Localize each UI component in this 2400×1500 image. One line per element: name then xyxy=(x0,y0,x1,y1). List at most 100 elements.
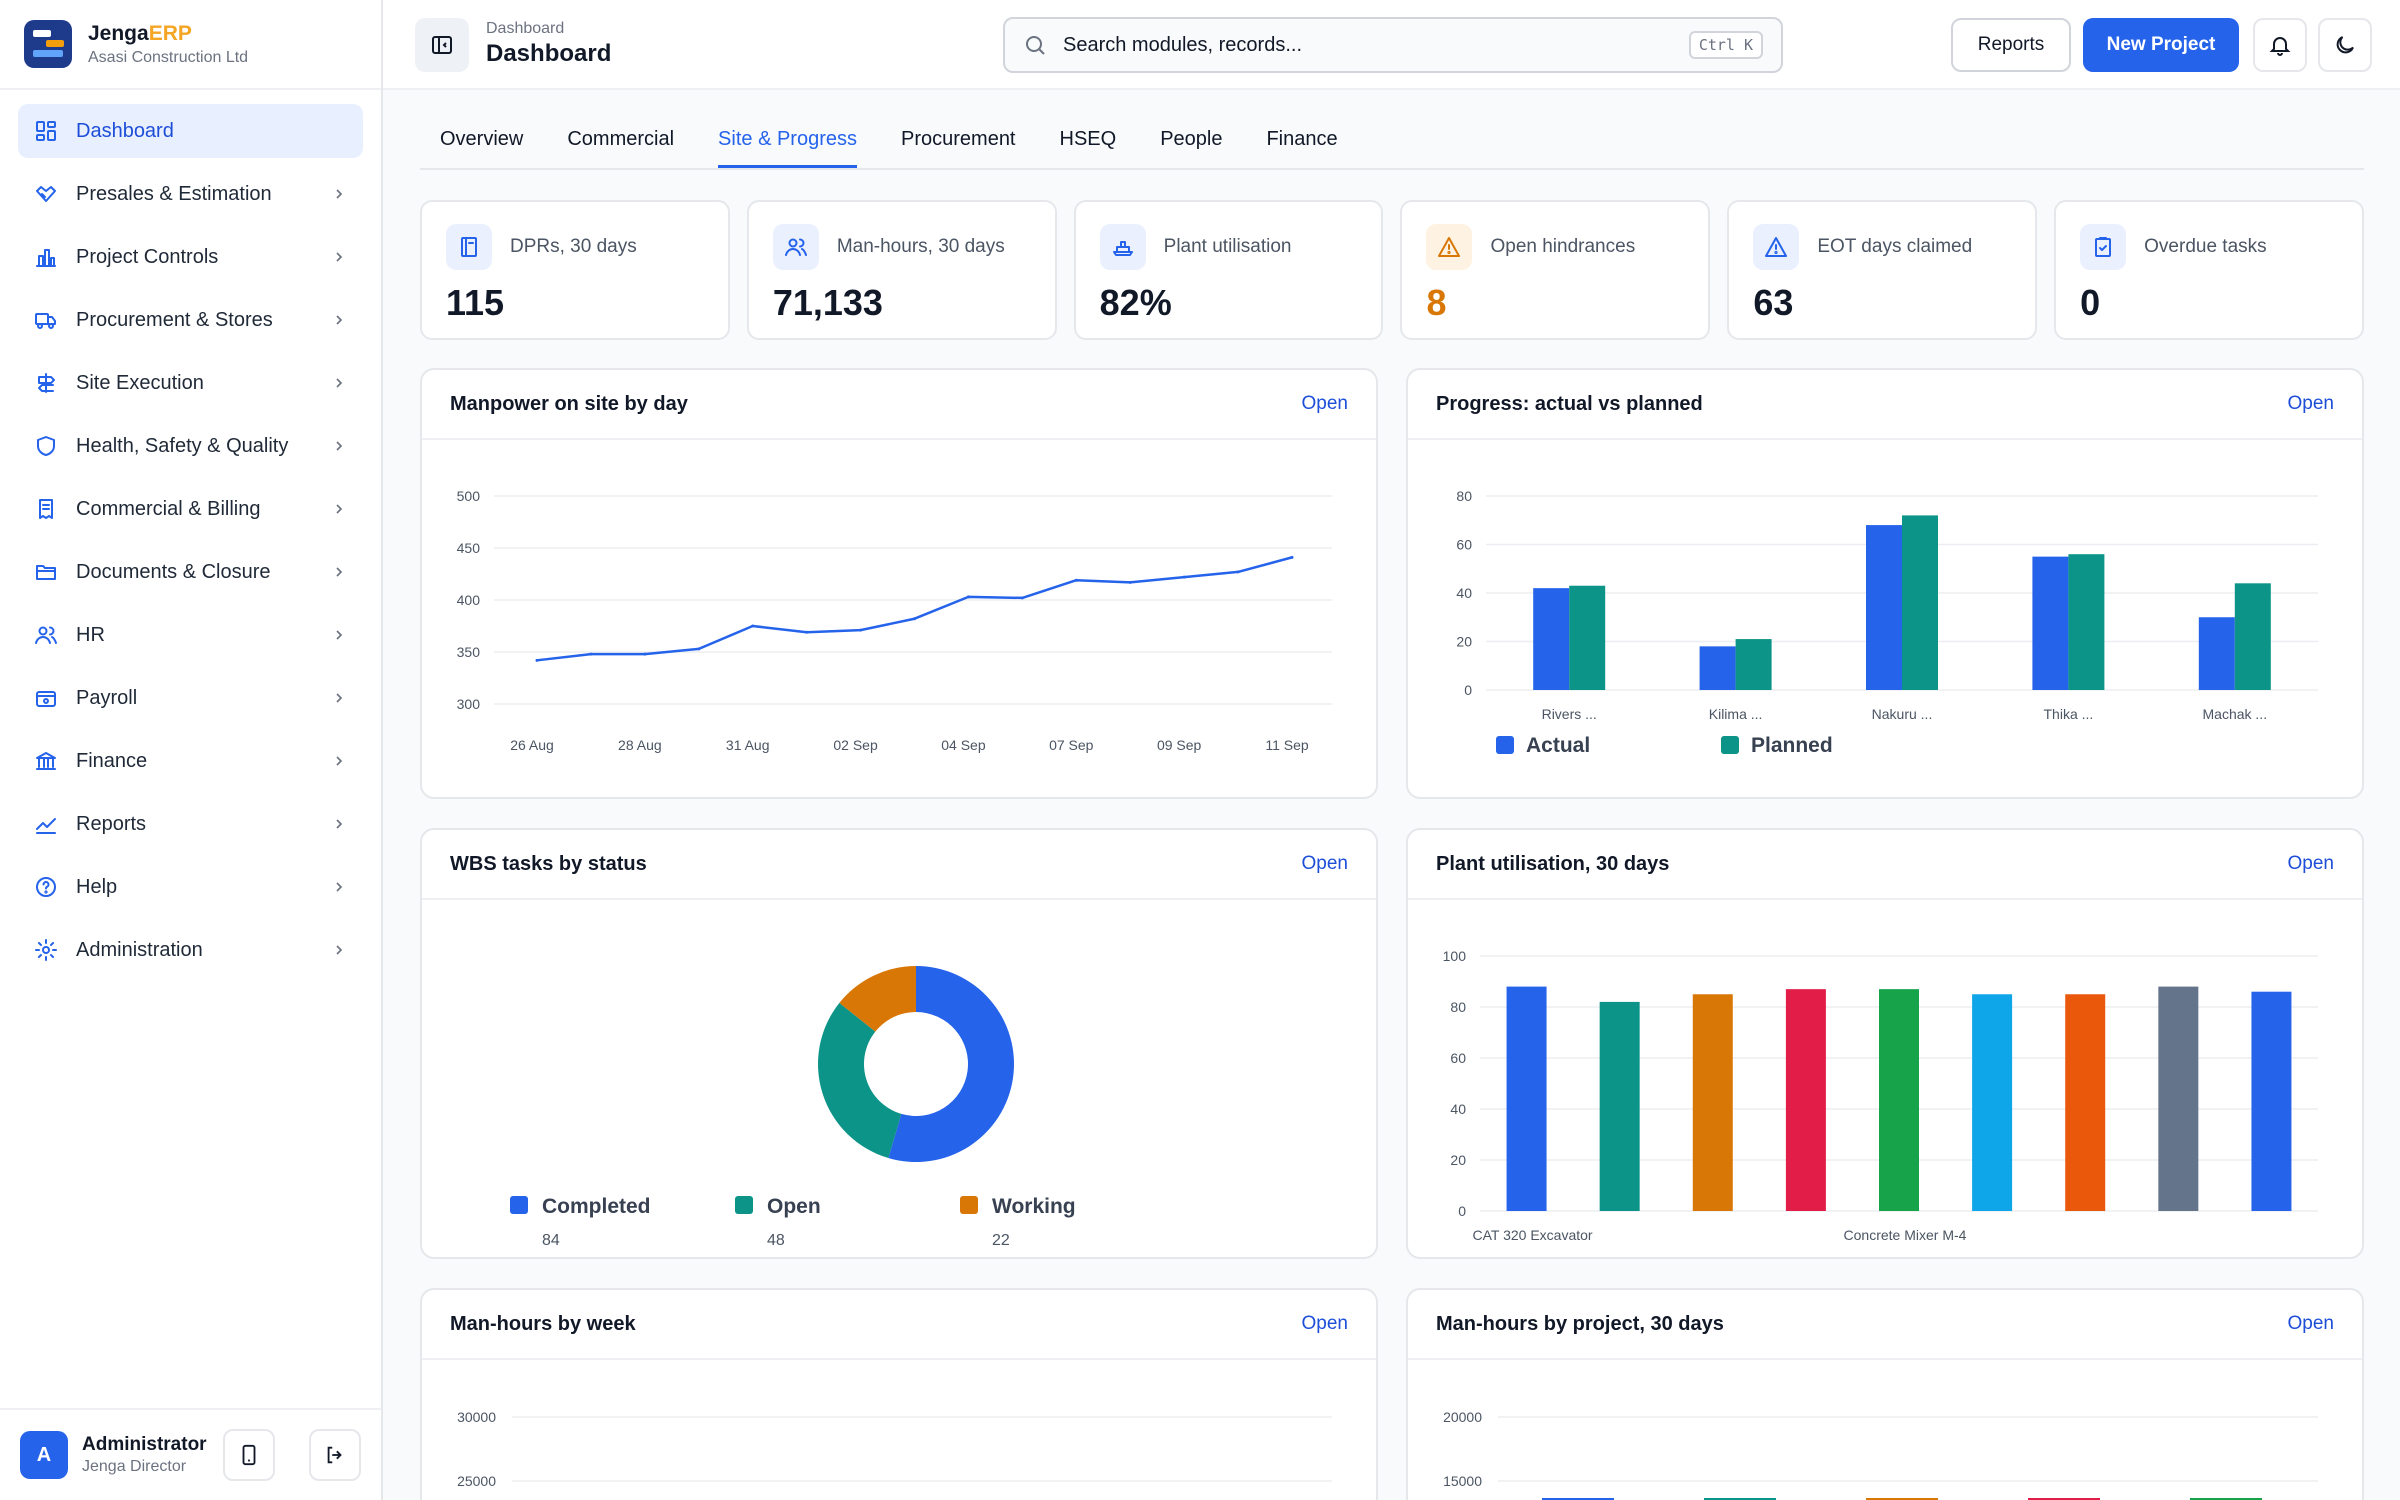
page-title: Dashboard xyxy=(486,40,612,67)
bar-planned xyxy=(2068,554,2105,690)
card-manhours-week: Man-hours by week Open 30000 25000 xyxy=(420,1288,1378,1500)
new-project-button[interactable]: New Project xyxy=(2083,18,2239,72)
kpi-icon-box xyxy=(1426,224,1473,270)
open-link[interactable]: Open xyxy=(1301,853,1348,874)
progress-bar-chart: 0 20 40 60 80 Rivers ... Kilima ... Nakuru ... T… xyxy=(1456,488,2318,757)
chevron-right-icon xyxy=(336,819,343,829)
sidebar-item-label: Administration xyxy=(76,938,203,961)
notifications-button[interactable] xyxy=(2253,18,2307,72)
kpi-value: 63 xyxy=(1753,282,1794,323)
x-tick-label: 04 Sep xyxy=(941,737,986,753)
mobile-view-button[interactable] xyxy=(223,1429,275,1481)
sidebar-item-label: Reports xyxy=(76,812,147,835)
card-title: WBS tasks by status xyxy=(450,852,647,875)
card-title: Manpower on site by day xyxy=(450,392,688,415)
open-link[interactable]: Open xyxy=(2287,1313,2334,1334)
top-header: Dashboard Dashboard Search modules, reco… xyxy=(383,0,2400,90)
y-tick-label: 20 xyxy=(1450,1152,1466,1168)
sidebar-item-administration[interactable]: Administration xyxy=(18,923,363,977)
kpi-card[interactable]: Overdue tasks 0 xyxy=(2054,200,2364,340)
data-point xyxy=(589,652,593,656)
tab-procurement[interactable]: Procurement xyxy=(901,128,1016,150)
signpost-icon xyxy=(38,373,55,393)
open-link[interactable]: Open xyxy=(2287,393,2334,414)
series-line xyxy=(536,556,1293,662)
sidebar-item-project-controls[interactable]: Project Controls xyxy=(18,230,363,284)
breadcrumb[interactable]: Dashboard xyxy=(486,20,565,37)
kpi-card[interactable]: EOT days claimed 63 xyxy=(1727,200,2038,340)
y-tick-label: 15000 xyxy=(1443,1473,1482,1489)
y-tick-label: 100 xyxy=(1443,948,1467,964)
legend-label: Actual xyxy=(1526,734,1590,757)
sidebar-item-help[interactable]: Help xyxy=(18,860,363,914)
x-tick-label: Kilima ... xyxy=(1709,706,1763,722)
tab-hseq[interactable]: HSEQ xyxy=(1059,128,1117,150)
sidebar-item-procurement-stores[interactable]: Procurement & Stores xyxy=(18,293,363,347)
receipt-icon xyxy=(39,499,53,519)
search-placeholder: Search modules, records... xyxy=(1063,33,1302,56)
data-point xyxy=(966,595,970,599)
legend-label: Open xyxy=(767,1195,821,1218)
sidebar-item-presales-estimation[interactable]: Presales & Estimation xyxy=(18,167,363,221)
y-tick-label: 20000 xyxy=(1443,1409,1482,1425)
kpi-card[interactable]: Plant utilisation 82% xyxy=(1073,200,1384,340)
sidebar-item-documents-closure[interactable]: Documents & Closure xyxy=(18,545,363,599)
sidebar-item-finance[interactable]: Finance xyxy=(18,734,363,788)
open-link[interactable]: Open xyxy=(1301,1313,1348,1334)
sidebar-item-dashboard[interactable]: Dashboard xyxy=(18,104,363,158)
sidebar-toggle-button[interactable] xyxy=(415,18,469,72)
chevron-right-icon xyxy=(336,315,343,325)
sidebar-item-site-execution[interactable]: Site Execution xyxy=(18,356,363,410)
tab-site-progress[interactable]: Site & Progress xyxy=(718,118,857,168)
search-input[interactable]: Search modules, records... Ctrl K xyxy=(1003,17,1783,73)
bar-actual xyxy=(1699,646,1736,690)
tab-people[interactable]: People xyxy=(1160,128,1223,150)
sidebar-nav: Dashboard Presales & Estimation Project Co… xyxy=(0,90,381,1000)
bar xyxy=(1599,1001,1640,1211)
logout-button[interactable] xyxy=(309,1429,361,1481)
theme-toggle-button[interactable] xyxy=(2318,18,2372,72)
plant-bar-chart: 0 20 40 60 80 100 CAT 320 Excavator Concrete Mi… xyxy=(1443,948,2318,1243)
reports-button[interactable]: Reports xyxy=(1951,18,2071,72)
sidebar-item-hr[interactable]: HR xyxy=(18,608,363,662)
chevron-right-icon xyxy=(336,378,343,388)
tab-commercial[interactable]: Commercial xyxy=(567,128,675,150)
kpi-label: Open hindrances xyxy=(1490,236,1636,257)
wbs-donut-chart: Completed 84 Open 48 Working 22 xyxy=(510,966,1076,1249)
tab-finance[interactable]: Finance xyxy=(1266,128,1338,150)
legend-swatch xyxy=(1721,736,1739,754)
sidebar-item-payroll[interactable]: Payroll xyxy=(18,671,363,725)
avatar[interactable]: A xyxy=(20,1431,68,1479)
data-point xyxy=(535,658,539,662)
pie-slice-working xyxy=(839,966,916,1032)
data-point xyxy=(805,630,809,634)
data-point xyxy=(1290,555,1294,559)
sidebar-item-reports[interactable]: Reports xyxy=(18,797,363,851)
bar xyxy=(2251,991,2292,1211)
card-title: Man-hours by project, 30 days xyxy=(1436,1312,1724,1335)
y-tick-label: 450 xyxy=(457,540,481,556)
user-name: Administrator xyxy=(82,1434,207,1455)
kpi-card[interactable]: Open hindrances 8 xyxy=(1400,200,1711,340)
sidebar-item-label: Project Controls xyxy=(76,245,219,268)
chevron-right-icon xyxy=(336,756,343,766)
y-tick-label: 80 xyxy=(1450,999,1466,1015)
kpi-card[interactable]: DPRs, 30 days 115 xyxy=(420,200,730,340)
y-tick-label: 25000 xyxy=(457,1473,496,1489)
x-tick-label: 26 Aug xyxy=(510,737,554,753)
bank-icon xyxy=(36,752,56,770)
open-link[interactable]: Open xyxy=(1301,393,1348,414)
x-tick-label: Concrete Mixer M-4 xyxy=(1844,1227,1967,1243)
sidebar-item-commercial-billing[interactable]: Commercial & Billing xyxy=(18,482,363,536)
y-tick-label: 30000 xyxy=(457,1409,496,1425)
tab-overview[interactable]: Overview xyxy=(440,128,524,150)
sidebar-item-health-safety-quality[interactable]: Health, Safety & Quality xyxy=(18,419,363,473)
y-tick-label: 40 xyxy=(1456,585,1472,601)
kpi-value: 0 xyxy=(2080,282,2101,323)
kpi-icon-box xyxy=(2080,224,2127,270)
kpi-card[interactable]: Man-hours, 30 days 71,133 xyxy=(746,200,1057,340)
brand[interactable]: JengaERP Asasi Construction Ltd xyxy=(0,0,381,90)
open-link[interactable]: Open xyxy=(2287,853,2334,874)
users-icon xyxy=(35,626,57,644)
legend-swatch xyxy=(510,1196,528,1214)
